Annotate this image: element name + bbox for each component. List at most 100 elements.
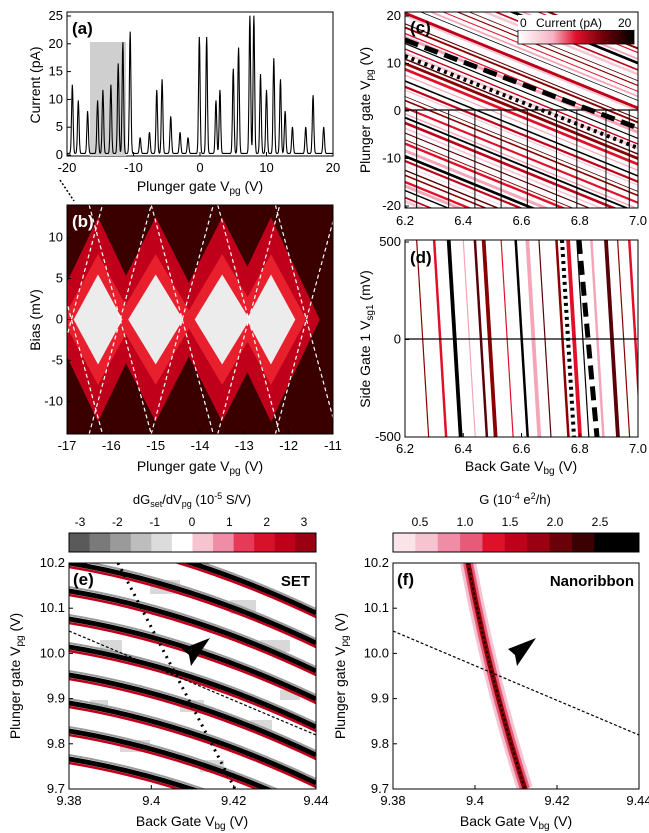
panel-d-label: (d) xyxy=(410,248,432,267)
panel-e-stripe-red xyxy=(69,761,183,789)
panel-f-yticks: 10.2 10.1 10.0 9.9 9.8 9.7 xyxy=(364,555,397,796)
panel-d-xtick-label: 7.0 xyxy=(629,441,647,456)
panel-b-dashed-line xyxy=(67,300,104,434)
panel-f-colorbar-cell xyxy=(393,533,416,552)
panel-e-colorbar-tick: 1 xyxy=(226,515,233,529)
panel-f-ytick-label: 9.8 xyxy=(371,736,389,751)
panel-d-ylabel: Side Gate 1 Vsg1 (mV) xyxy=(357,270,376,408)
panel-c-xtick-label: 6.2 xyxy=(396,213,414,228)
panel-c-resonance-line xyxy=(405,85,638,183)
panel-d-xticks: 6.2 6.4 6.6 6.8 7.0 xyxy=(396,433,647,456)
panel-e-colorbar-tick: -2 xyxy=(112,515,123,529)
panel-e: dGset/dVpg (10-5 S/V) -3 -2 -1 0 1 2 3 (e) SET… xyxy=(7,491,329,832)
panel-c-colorbar xyxy=(517,29,635,45)
panel-c-resonance-line xyxy=(405,149,550,208)
panel-d-xtick-label: 6.2 xyxy=(396,441,414,456)
panel-f-colorbar-cell xyxy=(527,533,551,552)
panel-e-stripe-gray xyxy=(85,563,316,640)
panel-b-yticks: 10 5 0 -5 -10 xyxy=(44,230,71,408)
panel-f: G (10-4 e2/h) 0.5 1.0 1.5 2.0 2.5 (f) Nanori… xyxy=(332,491,649,832)
panel-c-resonance-line xyxy=(405,106,638,204)
panel-e-ytick-label: 10.2 xyxy=(40,555,65,570)
panel-f-colorbar-ticks: 0.5 1.0 1.5 2.0 2.5 xyxy=(412,515,609,529)
panel-c-xtick-label: 6.4 xyxy=(454,213,472,228)
panel-c-colorbar-min: 0 xyxy=(520,16,527,30)
panel-b-diamond xyxy=(246,274,296,365)
panel-f-ytick-label: 10.0 xyxy=(364,645,389,660)
panel-b-diamonds xyxy=(73,274,296,365)
panel-b-dashed-line xyxy=(150,205,214,434)
panel-d-xtick-label: 6.6 xyxy=(512,441,530,456)
panel-e-ylabel: Plunger gate Vpg (V) xyxy=(7,613,26,739)
panel-a-ytick-label: 0 xyxy=(56,147,63,162)
panel-c-colorbar-label-bg xyxy=(518,15,634,30)
panel-e-stripe-dark xyxy=(69,672,316,758)
panel-e-stripe-red xyxy=(69,733,261,789)
panel-f-dashed-line xyxy=(393,630,639,736)
panel-d-ytick-label: 0 xyxy=(394,332,401,347)
panel-e-colorbar-tick: 0 xyxy=(189,515,196,529)
panel-b-xtick-label: -11 xyxy=(324,438,342,453)
panel-b: -17 -16 -15 -14 -13 -12 -11 10 5 0 -5 -10 (b) Bias… xyxy=(27,204,342,477)
panel-e-colorbar-cell xyxy=(130,533,152,552)
panel-c-resonance-line xyxy=(405,74,638,171)
panel-b-xtick-label: -13 xyxy=(235,438,254,453)
panel-e-ytick-label: 10.0 xyxy=(40,645,65,660)
panel-a-xtick-label: 0 xyxy=(196,160,203,175)
panel-f-xtick-label: 9.42 xyxy=(544,793,569,808)
panel-f-ytick-label: 9.7 xyxy=(371,781,389,796)
panel-e-tag: SET xyxy=(281,573,310,590)
panel-b-dashed-lines xyxy=(67,205,333,434)
panel-c-resonance-line xyxy=(419,12,638,101)
panel-c-yticks: 20 10 0 -10 -20 xyxy=(382,8,409,213)
panel-b-dashed-line xyxy=(217,205,281,434)
panel-b-diamond xyxy=(128,274,184,365)
panel-f-colorbar-cell xyxy=(504,533,528,552)
panel-c-resonance-line xyxy=(405,15,638,112)
panel-e-xlabel: Back Gate Vbg (V) xyxy=(136,813,248,832)
panel-c-resonance-line xyxy=(405,165,510,208)
panel-c-resonance-line xyxy=(405,35,638,134)
panel-c-resonance-line xyxy=(405,154,536,208)
panel-c-colorbar-max: 20 xyxy=(618,16,632,30)
panel-b-ytick-label: -10 xyxy=(44,393,63,408)
panel-e-colorbar-cell xyxy=(295,533,317,552)
panel-f-ribbon xyxy=(460,563,533,789)
panel-c-resonance-line xyxy=(405,89,638,186)
panel-b-ytick-label: 5 xyxy=(56,271,63,286)
panel-e-stripe-red xyxy=(69,677,316,761)
panel-f-colorbar-cell xyxy=(594,533,618,552)
panel-c-resonance-line xyxy=(405,116,630,208)
panel-f-colorbar-label: G (10-4 e2/h) xyxy=(479,491,551,507)
panel-c-resonance-line xyxy=(405,99,638,197)
panel-e-colorbar-ticks: -3 -2 -1 0 1 2 3 xyxy=(75,515,308,529)
panel-a-xticks: -20 -10 0 10 20 xyxy=(58,152,340,175)
panel-c: 0 Current (pA) 20 (c) 6.2 6.4 6.6 6.8 7.0 20… xyxy=(357,8,647,228)
panel-e-stripe-red xyxy=(69,649,316,733)
panel-b-dashed-line xyxy=(88,205,152,434)
panel-c-resonance-line xyxy=(405,189,450,208)
panel-c-resonance-line xyxy=(405,127,603,208)
panel-b-dashed-line xyxy=(88,205,152,434)
panel-c-xtick-label: 6.6 xyxy=(512,213,530,228)
panel-e-gray-patch xyxy=(280,690,300,700)
panel-a-highlight xyxy=(90,42,126,156)
panel-f-arrow xyxy=(508,638,536,666)
panel-a-xtick-label: -10 xyxy=(124,160,143,175)
panel-f-colorbar-tick: 0.5 xyxy=(412,515,429,529)
panel-f-frame xyxy=(392,562,640,790)
panel-b-xtick-label: -14 xyxy=(191,438,210,453)
panel-f-ylabel: Plunger gate Vpg (V) xyxy=(332,613,351,739)
panel-b-ytick-label: 10 xyxy=(49,230,63,245)
panel-a-ylabel: Current (pA) xyxy=(27,46,43,123)
panel-a-trace xyxy=(67,15,333,154)
panel-c-ytick-label: -20 xyxy=(382,198,401,213)
panel-c-resonance-line xyxy=(405,48,638,145)
panel-c-resonance-line xyxy=(405,80,638,177)
panel-c-resonance-line xyxy=(405,58,638,155)
panel-b-dashed-line xyxy=(67,205,104,339)
panel-c-resonance-line xyxy=(405,159,524,208)
panel-e-colorbar-cell xyxy=(89,533,111,552)
